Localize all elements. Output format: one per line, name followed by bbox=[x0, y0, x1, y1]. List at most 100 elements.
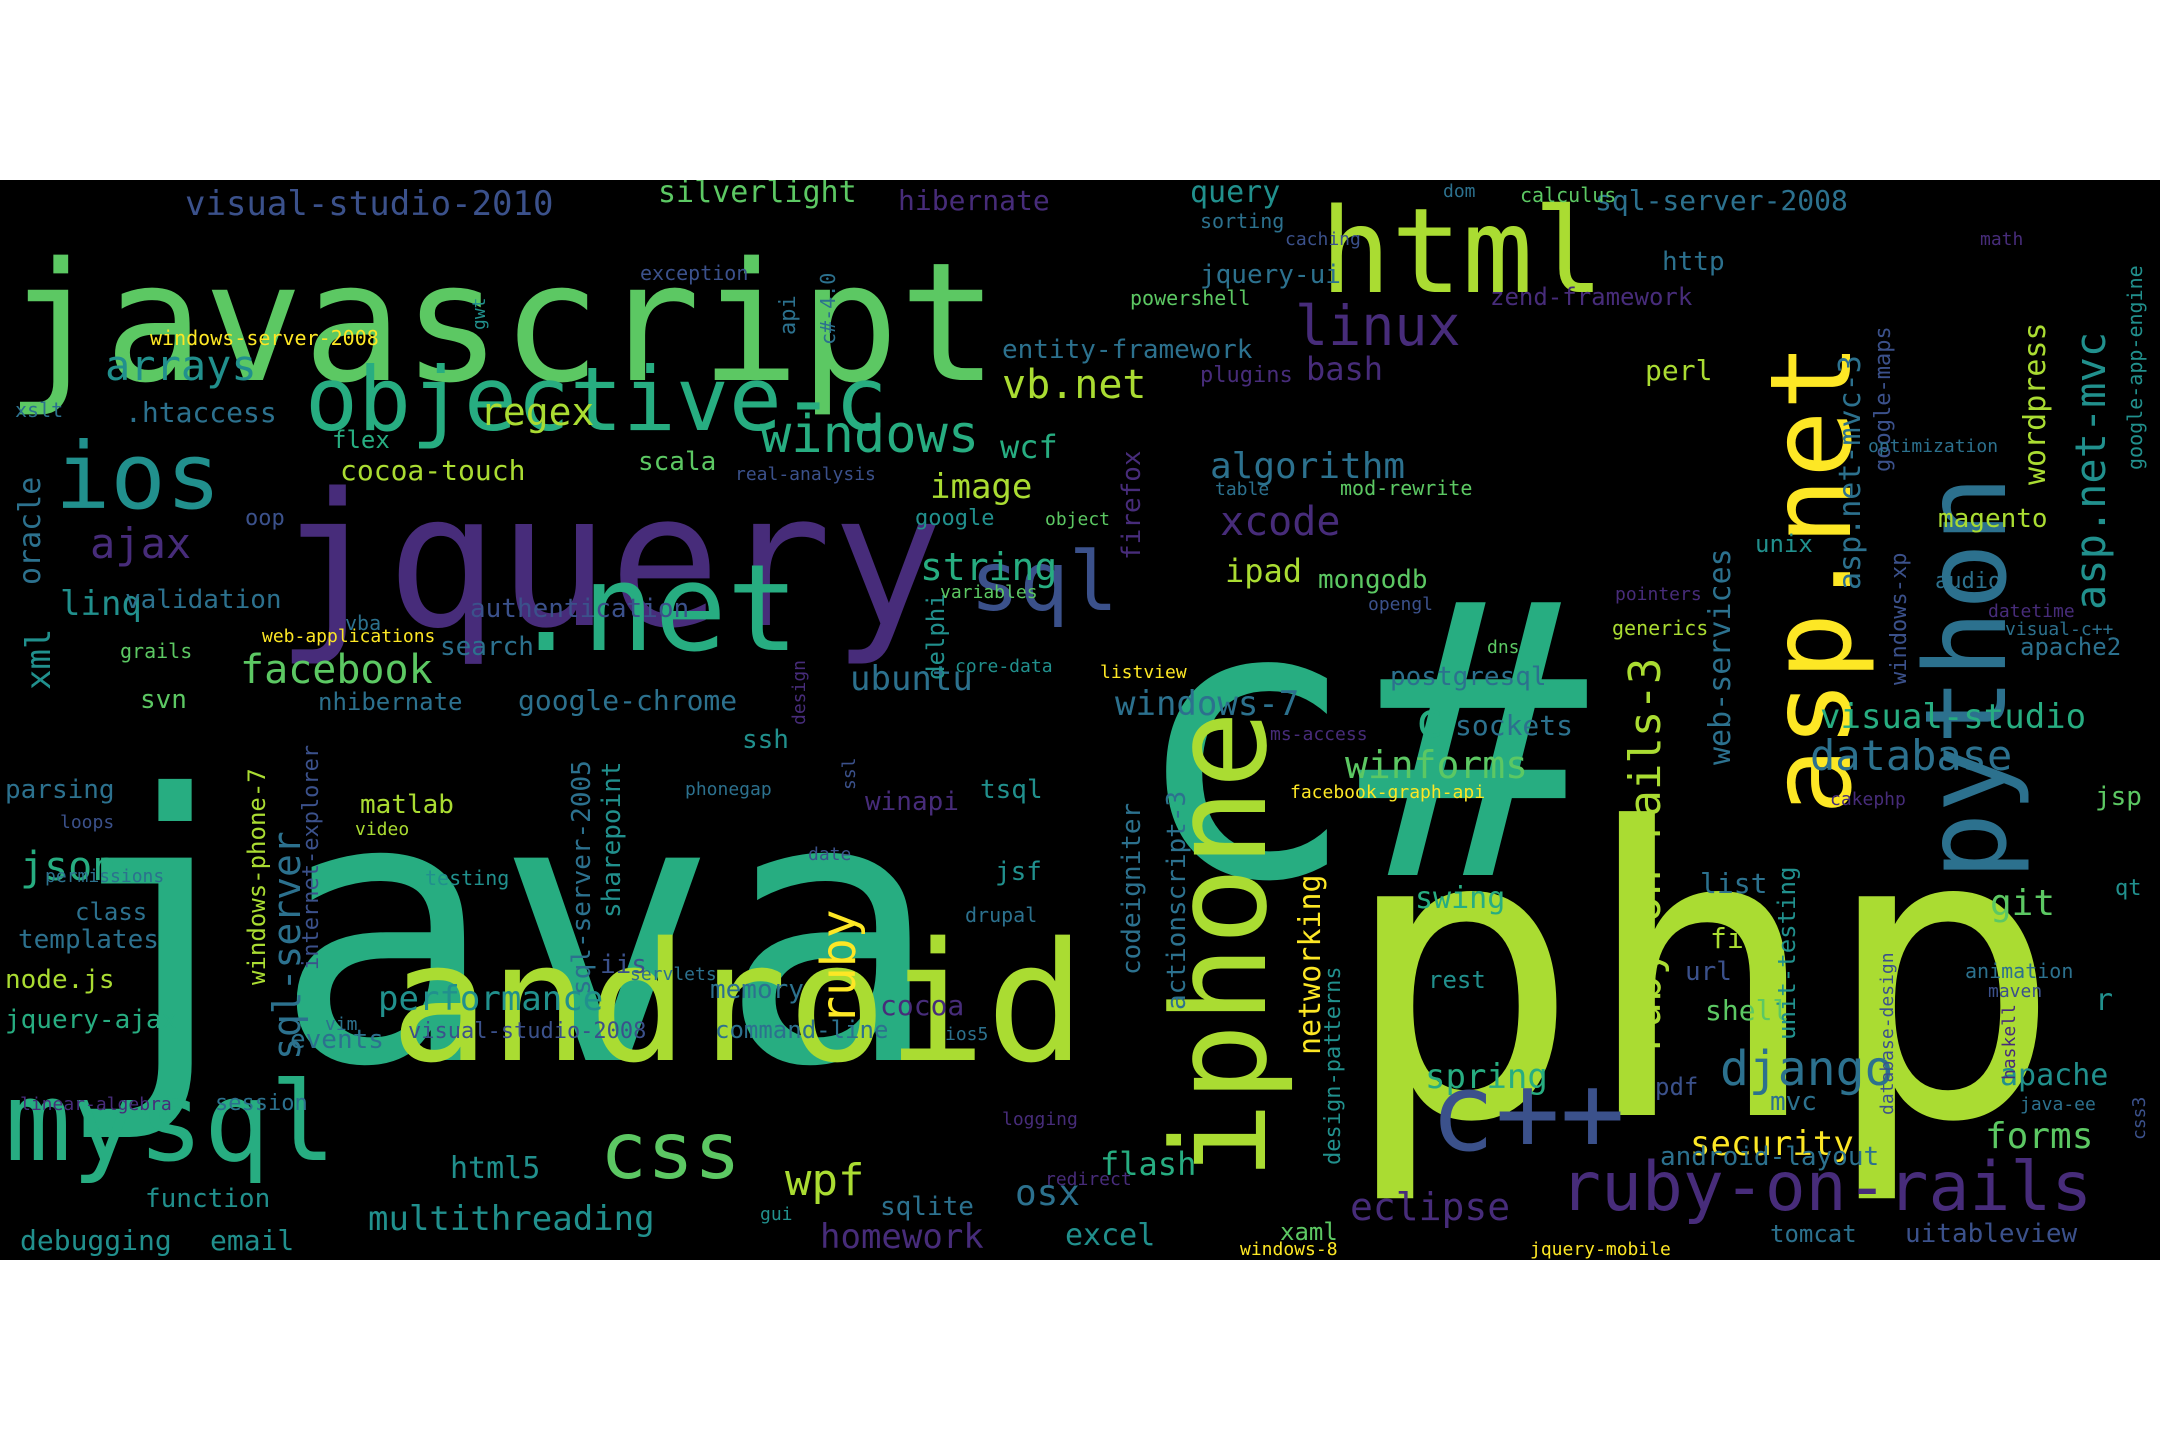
word-ruby-on-rails: ruby-on-rails bbox=[1560, 1148, 2092, 1227]
word-google-app-engine: google-app-engine bbox=[2123, 265, 2147, 470]
word-htaccess: .htaccess bbox=[125, 396, 277, 429]
word-database-design: database-design bbox=[1877, 952, 1898, 1115]
word-grails: grails bbox=[120, 639, 192, 663]
word-windows: windows bbox=[760, 405, 979, 465]
word-flash: flash bbox=[1100, 1145, 1196, 1183]
word-dom: dom bbox=[1443, 181, 1476, 202]
word-web-applications: web-applications bbox=[262, 626, 435, 647]
word-performance: performance bbox=[378, 979, 603, 1019]
word-jsp: jsp bbox=[2095, 782, 2142, 812]
word-cocoa-touch: cocoa-touch bbox=[340, 454, 525, 487]
word-email: email bbox=[210, 1224, 294, 1257]
word-vim: vim bbox=[325, 1014, 358, 1035]
word-ajax: ajax bbox=[90, 519, 191, 568]
word-zend-framework: zend-framework bbox=[1490, 283, 1693, 311]
word-xslt: xslt bbox=[15, 398, 63, 422]
word-templates: templates bbox=[18, 925, 159, 955]
word-bash: bash bbox=[1306, 350, 1383, 388]
word-design: design bbox=[789, 660, 810, 725]
word-audio: audio bbox=[1935, 569, 2001, 594]
word-validation: validation bbox=[125, 585, 282, 615]
word-redirect: redirect bbox=[1045, 1169, 1132, 1190]
word-unit-testing: unit-testing bbox=[1773, 867, 1801, 1040]
word-ios: ios bbox=[55, 423, 221, 530]
word-tomcat: tomcat bbox=[1770, 1220, 1857, 1248]
word-ubuntu: ubuntu bbox=[850, 659, 973, 699]
word-ios5: ios5 bbox=[945, 1024, 988, 1045]
word-visual-studio-2010: visual-studio-2010 bbox=[185, 184, 553, 224]
word-phonegap: phonegap bbox=[685, 779, 772, 800]
word-internet-explorer: internet-explorer bbox=[299, 745, 324, 970]
word-magento: magento bbox=[1938, 504, 2048, 534]
word-vb-net: vb.net bbox=[1002, 362, 1147, 408]
word-mysql: mysql bbox=[5, 1058, 336, 1186]
word-qt: qt bbox=[2115, 876, 2142, 901]
word-iis: iis bbox=[600, 950, 647, 980]
word-visual-studio: visual-studio bbox=[1820, 697, 2086, 737]
word-sql-server-2008: sql-server-2008 bbox=[1595, 184, 1848, 217]
word-security: security bbox=[1690, 1124, 1854, 1164]
word-table: table bbox=[1215, 479, 1269, 500]
word-listview: listview bbox=[1100, 662, 1187, 683]
word-java-ee: java-ee bbox=[2020, 1094, 2096, 1115]
word-oop: oop bbox=[245, 506, 285, 531]
word-windows-8: windows-8 bbox=[1240, 1239, 1338, 1260]
word-ssl: ssl bbox=[839, 757, 860, 790]
word-haskell: haskell bbox=[1999, 1004, 2020, 1080]
word-css: css bbox=[600, 1107, 741, 1197]
word-sql-server-2005: sql-server-2005 bbox=[567, 760, 597, 995]
word-unix: unix bbox=[1755, 530, 1813, 558]
word-video: video bbox=[355, 819, 409, 840]
word-hibernate: hibernate bbox=[898, 184, 1050, 217]
word-mvc: mvc bbox=[1770, 1087, 1817, 1117]
word-ssh: ssh bbox=[742, 725, 789, 755]
word-wcf: wcf bbox=[1000, 428, 1058, 466]
word-forms: forms bbox=[1985, 1116, 2093, 1157]
word-gui: gui bbox=[760, 1204, 793, 1225]
word-mod-rewrite: mod-rewrite bbox=[1340, 476, 1472, 500]
word-delphi: delphi bbox=[922, 593, 950, 680]
word-json: json bbox=[20, 844, 116, 890]
word-html5: html5 bbox=[450, 1151, 540, 1186]
word-linear-algebra: linear-algebra bbox=[20, 1094, 172, 1115]
word-actionscript-3: actionscript-3 bbox=[1162, 791, 1192, 1010]
word-svn: svn bbox=[140, 685, 187, 715]
word-scala: scala bbox=[638, 447, 716, 477]
word-node-js: node.js bbox=[5, 965, 115, 995]
word-permissions: permissions bbox=[45, 866, 164, 887]
word-winforms: winforms bbox=[1345, 743, 1528, 787]
word-servlets: servlets bbox=[630, 964, 717, 985]
word-sql-server: sql-server bbox=[265, 831, 309, 1060]
word-multithreading: multithreading bbox=[368, 1199, 655, 1239]
word-events: events bbox=[290, 1025, 384, 1055]
word-eclipse: eclipse bbox=[1350, 1185, 1510, 1229]
word-c: c# bbox=[1130, 522, 1590, 965]
word-opengl: opengl bbox=[1368, 594, 1433, 615]
word-loops: loops bbox=[60, 812, 114, 833]
word-php: php bbox=[1340, 745, 2062, 1210]
word-asp-net: asp.net bbox=[1747, 343, 1877, 815]
word-ms-access: ms-access bbox=[1270, 724, 1368, 745]
word-excel: excel bbox=[1065, 1218, 1155, 1253]
word-xaml: xaml bbox=[1280, 1218, 1338, 1246]
word-caching: caching bbox=[1285, 229, 1361, 250]
word-variables: variables bbox=[940, 582, 1038, 603]
word-animation: animation bbox=[1965, 959, 2073, 983]
word-css3: css3 bbox=[2129, 1097, 2150, 1140]
word-maven: maven bbox=[1988, 981, 2042, 1002]
word-oracle: oracle bbox=[13, 477, 48, 585]
word-dns: dns bbox=[1487, 637, 1520, 658]
word-ruby: ruby bbox=[811, 909, 867, 1025]
word-homework: homework bbox=[820, 1217, 984, 1257]
word-facebook: facebook bbox=[240, 647, 433, 693]
word-android: android bbox=[390, 907, 1085, 1099]
word-windows-server-2008: windows-server-2008 bbox=[150, 326, 379, 350]
word-xml: xml bbox=[19, 629, 59, 690]
word-google-chrome: google-chrome bbox=[518, 684, 737, 717]
word-ipad: ipad bbox=[1225, 552, 1302, 590]
word-jquery: jquery bbox=[275, 453, 943, 669]
word-core-data: core-data bbox=[955, 656, 1053, 677]
word-xcode: xcode bbox=[1220, 499, 1340, 545]
word-wpf: wpf bbox=[785, 1155, 864, 1206]
word-jquery-ui: jquery-ui bbox=[1200, 260, 1341, 290]
